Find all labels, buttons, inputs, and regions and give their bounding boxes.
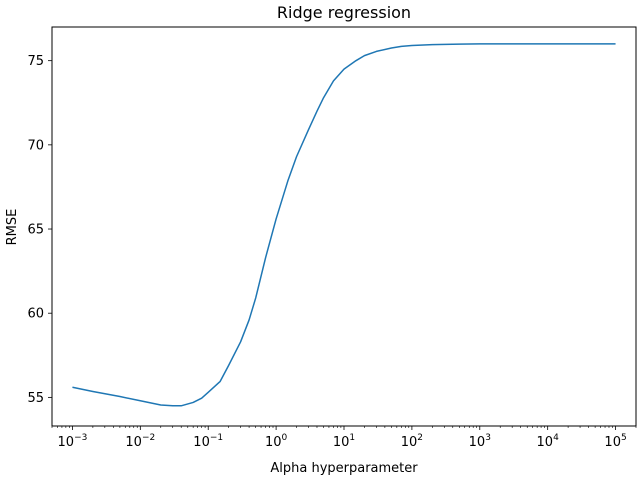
y-tick-label: 65 [27,223,44,238]
x-tick-label: 102 [401,433,423,450]
y-tick-label: 70 [27,138,44,153]
y-axis-label: RMSE [5,209,20,246]
plot-area [72,43,616,407]
y-tick-label: 60 [27,307,44,322]
series-line-0 [72,43,616,407]
x-tick-label: 105 [604,433,626,450]
y-tick-label: 55 [27,391,44,406]
x-tick-label: 10−1 [193,433,223,450]
chart-title: Ridge regression [277,3,411,22]
x-tick-label: 104 [537,433,560,450]
x-tick-label: 100 [265,433,288,450]
y-axis: 55 60 65 70 75 [27,54,52,406]
x-axis-label: Alpha hyperparameter [270,461,418,476]
x-tick-label: 10−3 [58,433,88,450]
x-tick-label: 103 [469,433,491,450]
x-tick-label: 101 [333,433,355,450]
x-tick-label: 10−2 [125,433,155,450]
x-axis: 10−3 10−2 10−1 100 101 102 103 104 105 [51,426,637,450]
y-tick-label: 75 [27,54,44,69]
axes-frame [51,26,637,427]
